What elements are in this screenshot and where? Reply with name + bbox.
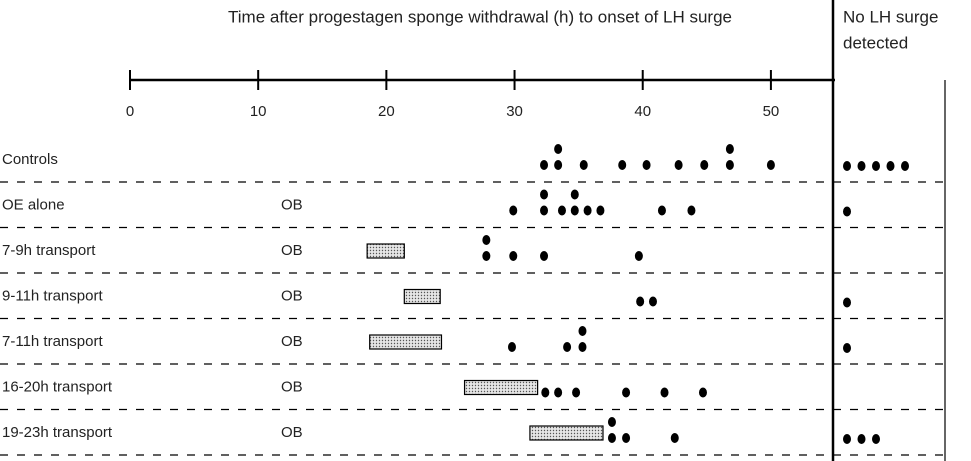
dot bbox=[642, 160, 651, 170]
dot bbox=[583, 205, 592, 216]
dot bbox=[540, 189, 549, 200]
row-label: 9-11h transport bbox=[2, 287, 103, 304]
dot bbox=[540, 251, 549, 261]
dot bbox=[554, 144, 563, 154]
dot bbox=[622, 433, 631, 443]
dot bbox=[482, 251, 491, 261]
dot bbox=[766, 160, 775, 170]
dot bbox=[570, 205, 579, 216]
x-tick-label: 20 bbox=[378, 103, 395, 120]
dot bbox=[725, 144, 734, 154]
transport-bar bbox=[463, 379, 539, 396]
dot bbox=[607, 417, 616, 427]
dot bbox=[482, 235, 491, 245]
dot bbox=[579, 160, 588, 170]
row-label: 19-23h transport bbox=[2, 424, 113, 441]
no-surge-dot bbox=[901, 161, 909, 171]
dot bbox=[618, 160, 627, 170]
row-note: OB bbox=[281, 424, 303, 441]
no-surge-dot bbox=[843, 161, 851, 171]
dot bbox=[578, 326, 587, 336]
row-label: Controls bbox=[2, 151, 58, 168]
row-note: OB bbox=[281, 287, 303, 304]
dot bbox=[698, 387, 707, 398]
no-surge-label: No LH surge bbox=[843, 7, 938, 26]
dot bbox=[657, 205, 666, 216]
row-label: 7-11h transport bbox=[2, 333, 103, 350]
no-surge-dot bbox=[872, 434, 880, 444]
dot bbox=[660, 387, 669, 398]
dot bbox=[687, 205, 696, 216]
x-tick-label: 10 bbox=[250, 103, 267, 120]
row-note: OB bbox=[281, 242, 303, 259]
no-surge-dot bbox=[872, 161, 880, 171]
no-surge-dot bbox=[843, 434, 851, 444]
dot bbox=[636, 296, 645, 307]
no-surge-dot bbox=[843, 343, 851, 353]
dot bbox=[700, 160, 709, 170]
dot bbox=[725, 160, 734, 170]
chart-title: Time after progestagen sponge withdrawal… bbox=[228, 7, 732, 26]
row-note: OB bbox=[281, 196, 303, 213]
dot bbox=[509, 251, 518, 261]
dot bbox=[540, 160, 549, 170]
row-label: 16-20h transport bbox=[2, 378, 113, 395]
dot bbox=[572, 387, 581, 398]
row-label: 7-9h transport bbox=[2, 242, 96, 259]
row-note: OB bbox=[281, 378, 303, 395]
no-surge-label: detected bbox=[843, 33, 908, 52]
dot bbox=[648, 296, 657, 307]
dot bbox=[509, 205, 518, 216]
dot bbox=[570, 189, 579, 200]
no-surge-dot bbox=[857, 434, 866, 444]
dot bbox=[507, 342, 516, 352]
dot bbox=[554, 387, 563, 398]
row-note: OB bbox=[281, 333, 303, 350]
transport-bar bbox=[403, 288, 441, 305]
dot bbox=[634, 251, 643, 261]
x-tick-label: 50 bbox=[763, 103, 780, 120]
no-surge-dot bbox=[843, 297, 851, 308]
x-tick-label: 40 bbox=[634, 103, 651, 120]
dot bbox=[670, 433, 679, 443]
transport-bar bbox=[529, 425, 604, 441]
dot bbox=[578, 342, 587, 352]
dot bbox=[607, 433, 616, 443]
no-surge-dot bbox=[857, 161, 866, 171]
row-label: OE alone bbox=[2, 196, 65, 213]
dot bbox=[596, 205, 605, 216]
dot bbox=[622, 387, 631, 398]
dot bbox=[554, 160, 563, 170]
dot bbox=[563, 342, 572, 352]
no-surge-dot bbox=[843, 206, 851, 217]
dot bbox=[540, 205, 549, 216]
dot bbox=[557, 205, 566, 216]
transport-bar bbox=[366, 243, 405, 259]
transport-bar bbox=[369, 334, 443, 350]
no-surge-dot bbox=[886, 161, 895, 171]
x-tick-label: 0 bbox=[126, 103, 134, 120]
dot bbox=[674, 160, 683, 170]
dot bbox=[541, 387, 550, 398]
x-tick-label: 30 bbox=[506, 103, 523, 120]
